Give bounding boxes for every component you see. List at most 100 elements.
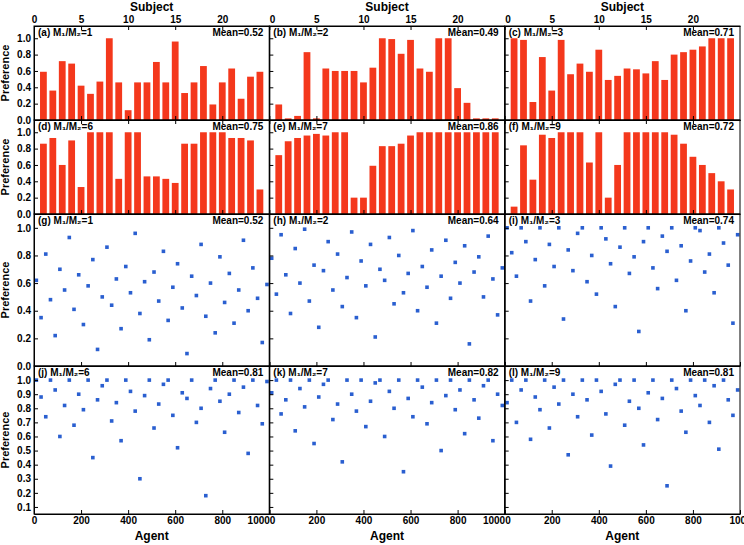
x-axis-top-tick <box>175 120 176 124</box>
x-axis-top-tick: 10 <box>358 14 370 30</box>
x-axis-tick <box>552 362 553 366</box>
tick-mark <box>505 422 509 423</box>
square-point <box>670 378 674 382</box>
square-point <box>444 238 448 242</box>
y-axis-line <box>269 121 270 215</box>
tick-label: 0.6 <box>17 66 31 77</box>
square-point <box>449 296 453 300</box>
tick-mark <box>599 210 600 214</box>
bar <box>539 135 546 214</box>
panel: 020040060080010000.10.20.30.40.50.60.70.… <box>0 366 270 543</box>
square-point <box>468 378 472 382</box>
x-axis-tick <box>646 362 647 366</box>
square-point <box>138 312 142 316</box>
tick-label: 0.1 <box>17 502 31 513</box>
x-axis-bottom-tick <box>411 116 412 120</box>
bar <box>78 187 85 214</box>
panel: 051015200.00.20.40.60.81.0(a) M₁/M₂=1Mea… <box>0 0 270 126</box>
square-point <box>421 265 425 269</box>
square-point <box>449 378 453 382</box>
bar <box>40 144 47 214</box>
tick-mark <box>505 71 509 72</box>
square-point <box>670 226 674 230</box>
square-point <box>665 484 669 488</box>
tick-mark <box>505 38 509 39</box>
tick-mark <box>363 510 364 514</box>
bar <box>577 64 584 120</box>
square-point <box>265 380 269 384</box>
tick-mark <box>505 380 509 381</box>
tick-mark <box>646 210 647 214</box>
bar <box>548 91 555 120</box>
tick-mark <box>34 181 38 182</box>
square-point <box>599 390 603 394</box>
tick-label: 800 <box>214 515 231 526</box>
tick-label: 200 <box>73 515 90 526</box>
bar <box>680 144 687 214</box>
x-axis-tick: 400 <box>356 510 373 526</box>
square-point <box>317 395 321 399</box>
square-point <box>623 423 627 427</box>
square-point <box>406 272 410 276</box>
square-point <box>275 292 279 296</box>
tick-label: 0 <box>32 14 38 25</box>
square-point <box>731 414 735 418</box>
y-axis-tick <box>269 71 273 72</box>
bar <box>407 40 414 120</box>
tick-mark <box>34 165 38 166</box>
square-point <box>260 422 264 426</box>
square-point <box>63 288 67 292</box>
bar <box>40 72 47 120</box>
square-point <box>477 416 481 420</box>
y-axis-tick <box>269 507 273 508</box>
y-axis-tick: 1.0 <box>17 127 38 138</box>
tick-mark <box>269 104 273 105</box>
square-point <box>656 287 660 291</box>
bar <box>690 50 697 120</box>
square-point <box>39 395 43 399</box>
tick-label: 10 <box>123 14 135 25</box>
tick-label: 0.7 <box>17 417 31 428</box>
square-point <box>237 288 241 292</box>
tick-mark <box>599 116 600 120</box>
tick-label: 600 <box>403 515 420 526</box>
square-point <box>298 387 302 391</box>
tick-mark <box>34 228 38 229</box>
tick-mark <box>505 311 509 312</box>
square-point <box>491 277 495 281</box>
y-axis-tick: 0.2 <box>17 192 38 203</box>
bar <box>341 132 348 214</box>
tick-mark <box>505 408 509 409</box>
y-axis-tick <box>505 422 509 423</box>
panel-label: (a) M₁/M₂=1 <box>38 27 93 38</box>
mean-label: Mean=0.52 <box>212 27 263 38</box>
bar <box>257 72 264 120</box>
tick-label: 800 <box>685 515 702 526</box>
y-axis: 0.00.20.40.60.81.0 <box>17 121 38 220</box>
square-point <box>35 279 39 283</box>
tick-mark <box>269 465 273 466</box>
square-point <box>237 411 241 415</box>
bar <box>332 71 339 120</box>
x-axis-tick: 0 <box>270 510 276 526</box>
bar <box>181 93 188 120</box>
x-axis: 02004006008001000 <box>32 510 271 526</box>
y-axis-tick <box>269 283 273 284</box>
tick-label: 600 <box>167 515 184 526</box>
square-point <box>204 314 208 318</box>
panel: (f) M₁/M₂=9Mean=0.72 <box>505 120 741 215</box>
plot-area <box>275 38 498 120</box>
x-axis-bottom-tick <box>363 116 364 120</box>
x-axis-bottom-tick <box>316 210 317 214</box>
square-point <box>708 421 712 425</box>
tick-mark <box>505 104 509 105</box>
tick-mark <box>458 116 459 120</box>
panel-label: (i) M₁/M₂=3 <box>509 215 561 226</box>
tick-mark <box>222 116 223 120</box>
plot-frame <box>269 214 504 366</box>
tick-mark <box>269 149 273 150</box>
square-point <box>359 259 363 263</box>
tick-mark <box>269 132 273 133</box>
square-point <box>463 432 467 436</box>
square-point <box>576 232 580 236</box>
